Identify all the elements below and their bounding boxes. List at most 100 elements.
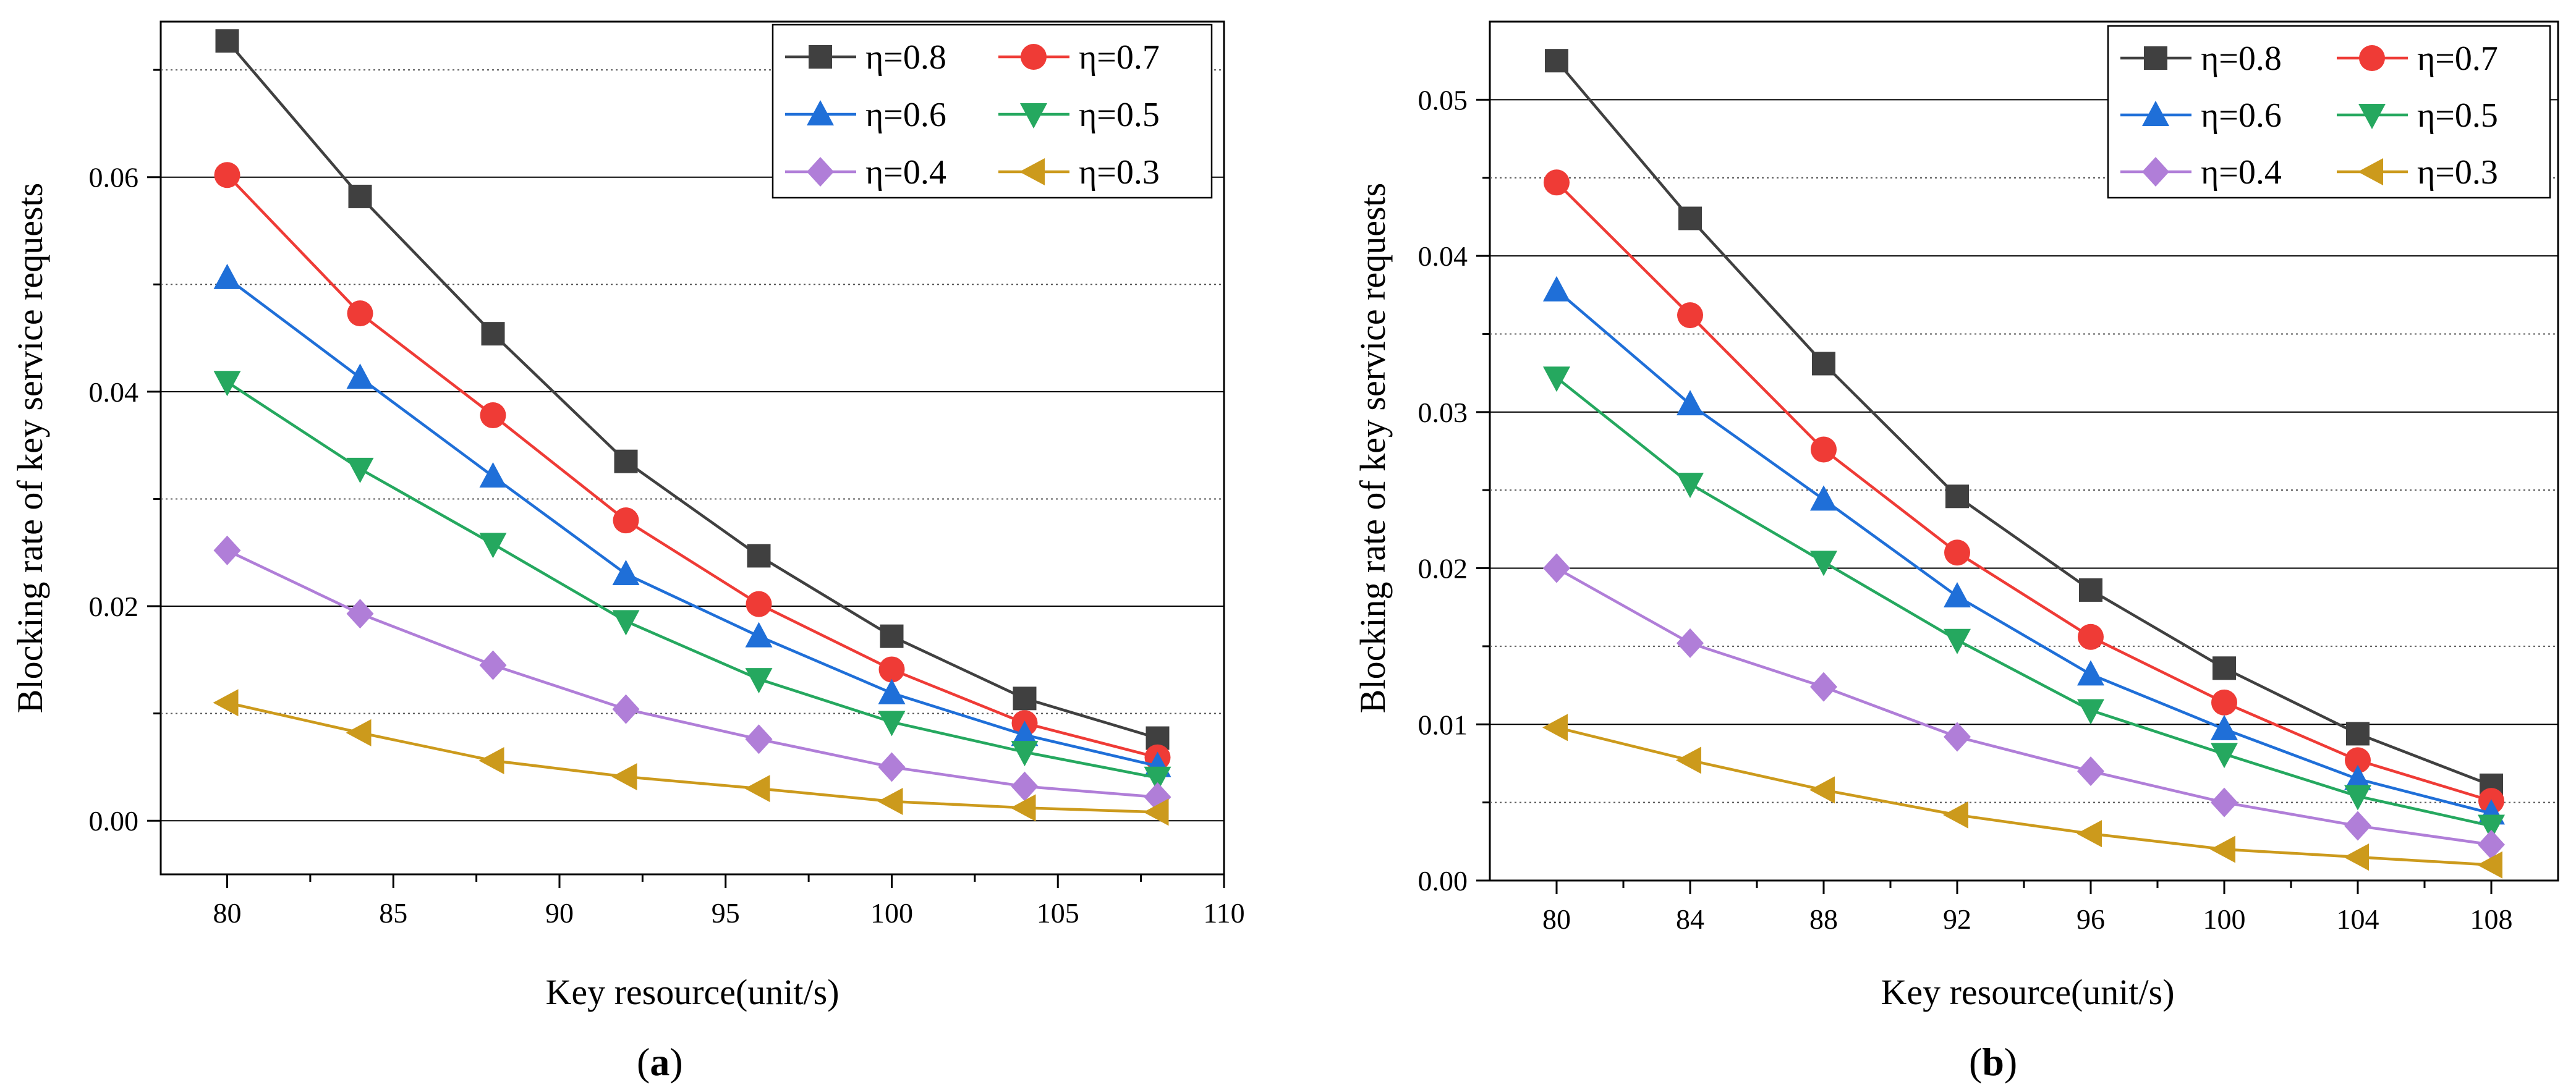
data-point (1543, 553, 1570, 583)
legend-label: η=0.4 (865, 153, 946, 192)
data-point (2477, 851, 2502, 879)
legend-item: η=0.5 (2337, 96, 2498, 135)
panel-a: 80 85 90 95 100 105 110 0.00 0.02 0.04 0.06 η=0.8… (10, 20, 1245, 1084)
legend-label: η=0.8 (865, 38, 946, 77)
data-point (2079, 578, 2102, 602)
legend-label: η=0.6 (2201, 96, 2282, 135)
legend-marker (1019, 158, 1045, 185)
y-tick-label: 0.02 (89, 591, 139, 622)
data-point (877, 787, 903, 815)
legend-item: η=0.4 (2120, 153, 2282, 192)
data-point (479, 462, 507, 488)
data-point (1677, 473, 1704, 499)
series-η=0.3 (213, 689, 1169, 826)
x-tick-label: 90 (545, 897, 574, 929)
legend-item: η=0.8 (2120, 40, 2282, 78)
legend-marker (2359, 45, 2385, 71)
data-point (479, 650, 507, 680)
data-point (347, 300, 373, 327)
legend-marker (2358, 158, 2383, 185)
data-point (1810, 485, 1837, 511)
data-point (1945, 484, 1969, 509)
x-axis-ticks: 80 84 88 92 96 100 104 108 (1542, 881, 2513, 935)
panel-caption: (a) (637, 1040, 683, 1084)
series-η=0.8 (215, 29, 1170, 750)
data-point (213, 263, 241, 289)
legend-label: η=0.7 (2417, 40, 2498, 78)
data-point (2344, 811, 2371, 841)
plot-area-frame (159, 20, 1225, 876)
data-point (745, 622, 773, 648)
legend-box (772, 23, 1213, 199)
legend-item: η=0.3 (998, 153, 1160, 192)
data-point (215, 29, 239, 53)
series-η=0.7 (214, 162, 1171, 771)
series-η=0.3 (1542, 714, 2502, 879)
data-point (747, 544, 771, 568)
y-tick-label: 0.05 (1418, 84, 1468, 116)
x-tick-label: 105 (1037, 897, 1079, 929)
data-point (612, 610, 640, 636)
data-point (1678, 206, 1702, 230)
legend: η=0.8 η=0.7 η=0.6 η=0.5 η=0.4 η=0.3 (2107, 25, 2551, 199)
data-point (878, 752, 906, 782)
data-point (1676, 746, 1701, 774)
y-tick-label: 0.03 (1418, 397, 1468, 428)
data-point (2213, 656, 2236, 680)
data-point (1544, 169, 1570, 196)
legend-marker (1021, 44, 1047, 70)
x-tick-label: 104 (2337, 903, 2379, 935)
data-point (1944, 582, 1971, 608)
data-point (745, 668, 773, 694)
series-line (226, 381, 1158, 779)
data-point (2077, 660, 2104, 686)
panel-label: a (650, 1040, 670, 1084)
legend: η=0.8 η=0.7 η=0.6 η=0.5 η=0.4 η=0.3 (772, 23, 1213, 199)
series-line (1555, 289, 2492, 815)
x-tick-label: 100 (2203, 903, 2246, 935)
data-point (878, 711, 906, 737)
data-point (878, 656, 905, 683)
data-point (1677, 302, 1703, 329)
x-axis-title: Key resource(unit/s) (545, 972, 839, 1012)
data-point (2346, 722, 2370, 746)
data-point (1943, 801, 1968, 829)
data-point (612, 694, 640, 724)
y-tick-label: 0.00 (89, 805, 139, 837)
data-point (2344, 764, 2371, 790)
x-axis-ticks: 80 85 90 95 100 105 110 (213, 874, 1245, 929)
data-point (2210, 835, 2235, 863)
data-point (346, 363, 374, 389)
legend-label: η=0.4 (2201, 153, 2282, 192)
series-line (1555, 59, 2492, 787)
legend-marker (2144, 46, 2167, 70)
data-point (2478, 814, 2505, 840)
data-point (2078, 623, 2104, 650)
data-point (2077, 699, 2104, 725)
x-tick-label: 88 (1809, 903, 1838, 935)
data-point (2211, 714, 2238, 740)
data-point (2077, 756, 2104, 787)
legend-marker (807, 157, 834, 187)
series-line (1556, 726, 2492, 866)
legend-marker (807, 100, 834, 125)
data-point (2344, 785, 2371, 811)
legend-box (2107, 25, 2551, 199)
data-point (346, 599, 374, 629)
data-point (1013, 687, 1037, 711)
panel-b: 80 84 88 92 96 100 104 108 0.00 0.01 0.02 0.03 0.04… (1353, 20, 2559, 1084)
data-point (746, 591, 772, 617)
legend-label: η=0.8 (2201, 40, 2282, 78)
series-η=0.8 (1545, 49, 2503, 797)
legend-label: η=0.3 (2417, 153, 2498, 192)
y-axis-title: Blocking rate of key service requests (10, 183, 50, 713)
series-line (1555, 376, 2492, 827)
x-tick-label: 92 (1943, 903, 1971, 935)
data-point (346, 457, 374, 483)
series-η=0.5 (213, 371, 1171, 792)
series-η=0.6 (213, 263, 1171, 777)
y-axis-ticks: 0.00 0.01 0.02 0.03 0.04 0.05 (1418, 84, 1490, 897)
data-point (1944, 722, 1971, 752)
data-point (480, 402, 506, 429)
data-point (2344, 843, 2369, 871)
